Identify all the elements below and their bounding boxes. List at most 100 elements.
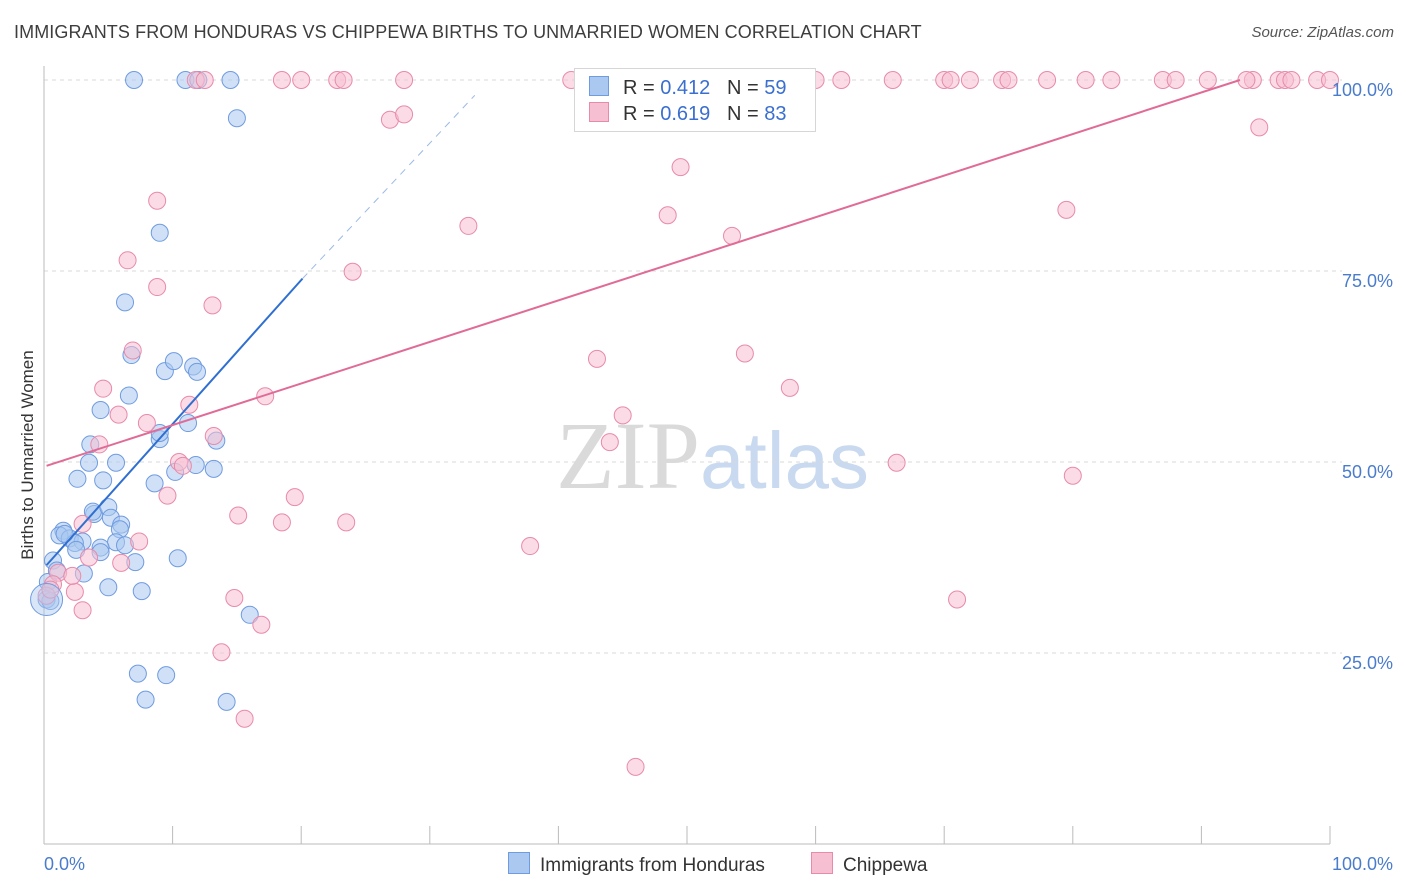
y-tick-label: 25.0% bbox=[1342, 653, 1393, 673]
trend-line-chippewa bbox=[46, 79, 1241, 467]
point-chippewa bbox=[148, 278, 167, 297]
y-tick-label: 100.0% bbox=[1332, 80, 1393, 100]
point-chippewa bbox=[960, 71, 979, 89]
point-chippewa bbox=[337, 513, 356, 532]
point-chippewa bbox=[225, 588, 244, 607]
point-chippewa bbox=[941, 71, 960, 89]
watermark-atlas: atlas bbox=[700, 416, 869, 505]
point-chippewa bbox=[137, 414, 156, 433]
point-honduras bbox=[136, 690, 155, 709]
point-chippewa bbox=[459, 216, 478, 235]
point-chippewa bbox=[1063, 466, 1082, 485]
point-chippewa bbox=[626, 757, 645, 776]
chart-title: IMMIGRANTS FROM HONDURAS VS CHIPPEWA BIR… bbox=[14, 22, 922, 42]
point-honduras bbox=[132, 582, 151, 601]
bottom-legend-label-honduras: Immigrants from Honduras bbox=[540, 855, 765, 876]
point-chippewa bbox=[203, 296, 222, 315]
x-tick-label: 0.0% bbox=[44, 854, 85, 874]
point-chippewa bbox=[395, 71, 414, 89]
point-honduras bbox=[188, 362, 207, 381]
point-chippewa bbox=[272, 513, 291, 532]
legend-r-value-honduras: 0.412 bbox=[660, 77, 711, 99]
point-chippewa bbox=[235, 709, 254, 728]
point-honduras bbox=[204, 459, 223, 478]
point-chippewa bbox=[999, 71, 1018, 89]
point-chippewa bbox=[1057, 200, 1076, 219]
point-honduras bbox=[221, 71, 240, 89]
point-chippewa bbox=[658, 206, 677, 225]
point-chippewa bbox=[832, 71, 851, 89]
point-honduras bbox=[68, 469, 87, 488]
legend-row-chippewa: R = 0.619 N = 83 bbox=[589, 102, 786, 126]
point-chippewa bbox=[130, 532, 149, 551]
point-chippewa bbox=[1250, 118, 1269, 137]
x-tick-label: 100.0% bbox=[1332, 854, 1393, 874]
point-chippewa bbox=[521, 537, 540, 556]
point-honduras bbox=[116, 293, 135, 312]
point-chippewa bbox=[272, 71, 291, 89]
bottom-legend-swatch-chippewa bbox=[811, 852, 833, 874]
point-chippewa bbox=[285, 488, 304, 507]
point-honduras bbox=[157, 666, 176, 685]
point-chippewa bbox=[204, 427, 223, 446]
point-chippewa bbox=[80, 548, 99, 567]
legend-r-label: R = bbox=[623, 77, 655, 99]
point-chippewa bbox=[73, 601, 92, 620]
point-honduras bbox=[227, 109, 246, 128]
point-chippewa bbox=[63, 566, 82, 585]
legend-swatch-chippewa bbox=[589, 102, 609, 122]
y-axis-label: Births to Unmarried Women bbox=[18, 350, 37, 559]
point-chippewa bbox=[195, 71, 214, 89]
point-honduras bbox=[217, 692, 236, 711]
point-chippewa bbox=[94, 379, 113, 398]
point-honduras bbox=[150, 223, 169, 242]
point-chippewa bbox=[65, 582, 84, 601]
point-chippewa bbox=[1166, 71, 1185, 89]
point-chippewa bbox=[883, 71, 902, 89]
point-chippewa bbox=[123, 341, 142, 360]
grid bbox=[44, 79, 1342, 654]
point-chippewa bbox=[735, 344, 754, 363]
legend-n-value-chippewa: 83 bbox=[764, 103, 787, 125]
tick-labels: 25.0% 50.0% 75.0% 100.0% 0.0% 100.0% bbox=[44, 80, 1393, 874]
point-chippewa bbox=[1198, 71, 1217, 89]
legend-row-honduras: R = 0.412 N = 59 bbox=[589, 76, 786, 100]
point-chippewa bbox=[1038, 71, 1057, 89]
point-chippewa bbox=[780, 378, 799, 397]
point-honduras bbox=[107, 453, 126, 472]
point-honduras bbox=[55, 524, 74, 543]
point-chippewa bbox=[334, 71, 353, 89]
point-honduras bbox=[145, 474, 164, 493]
point-chippewa bbox=[212, 643, 231, 662]
trend-line-honduras bbox=[45, 277, 304, 566]
point-chippewa bbox=[948, 590, 967, 609]
point-chippewa bbox=[1282, 71, 1301, 89]
point-chippewa bbox=[229, 506, 248, 525]
point-honduras bbox=[94, 471, 113, 490]
point-chippewa bbox=[148, 191, 167, 210]
point-chippewa bbox=[256, 387, 275, 406]
point-chippewa bbox=[587, 349, 606, 368]
point-chippewa bbox=[1237, 71, 1256, 89]
point-honduras bbox=[168, 549, 187, 568]
point-chippewa bbox=[173, 456, 192, 475]
point-honduras bbox=[99, 578, 118, 597]
point-chippewa bbox=[613, 406, 632, 425]
point-chippewa bbox=[109, 405, 128, 424]
point-honduras bbox=[80, 453, 99, 472]
chart-source: Source: ZipAtlas.com bbox=[1251, 24, 1394, 41]
point-chippewa bbox=[252, 615, 271, 634]
point-chippewa bbox=[1321, 71, 1339, 89]
point-chippewa bbox=[112, 553, 131, 572]
legend-n-label: N = bbox=[726, 77, 759, 99]
point-honduras bbox=[125, 71, 144, 89]
y-tick-label: 75.0% bbox=[1342, 271, 1393, 291]
point-chippewa bbox=[1076, 71, 1095, 89]
trend-line-honduras-extension bbox=[302, 94, 476, 279]
legend-swatch-honduras bbox=[589, 76, 609, 96]
trend-lines bbox=[45, 79, 1241, 566]
axes bbox=[43, 66, 1331, 845]
point-chippewa bbox=[90, 435, 109, 454]
point-chippewa bbox=[600, 433, 619, 452]
